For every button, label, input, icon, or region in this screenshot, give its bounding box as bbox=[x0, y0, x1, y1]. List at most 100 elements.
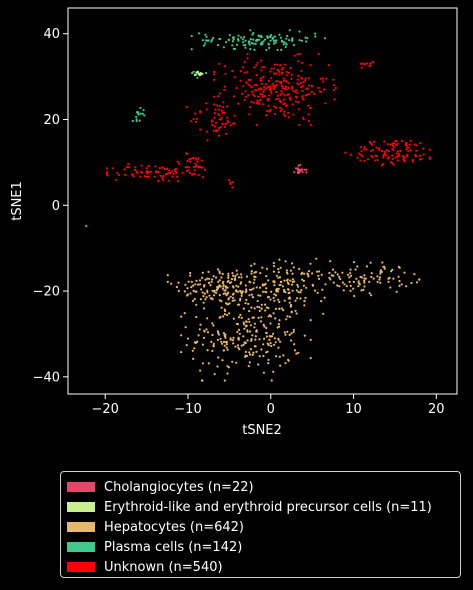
data-point bbox=[232, 38, 235, 41]
data-point bbox=[213, 373, 216, 376]
data-point bbox=[284, 260, 287, 263]
data-point bbox=[291, 278, 295, 281]
data-point bbox=[259, 87, 262, 90]
data-point bbox=[237, 346, 240, 349]
data-point bbox=[135, 119, 138, 123]
data-point bbox=[276, 94, 279, 97]
data-point bbox=[220, 116, 223, 119]
data-point bbox=[215, 130, 218, 133]
data-point bbox=[219, 125, 222, 129]
data-point bbox=[199, 323, 202, 326]
data-point bbox=[237, 39, 240, 42]
data-point bbox=[223, 344, 226, 347]
data-point bbox=[249, 47, 252, 51]
data-point bbox=[132, 175, 135, 178]
data-point bbox=[158, 166, 161, 170]
data-point bbox=[196, 76, 199, 79]
data-point bbox=[199, 165, 202, 168]
data-point bbox=[219, 315, 222, 318]
x-axis-label: tSNE2 bbox=[242, 423, 282, 438]
data-point bbox=[284, 333, 287, 336]
data-point bbox=[239, 70, 243, 73]
data-point bbox=[275, 39, 278, 42]
data-point bbox=[372, 140, 376, 143]
data-point bbox=[267, 279, 270, 282]
data-point bbox=[226, 365, 229, 368]
data-point bbox=[382, 156, 385, 159]
data-point bbox=[409, 149, 412, 152]
data-point bbox=[248, 288, 252, 291]
data-point bbox=[266, 35, 269, 38]
data-point bbox=[308, 84, 311, 87]
data-point bbox=[253, 66, 256, 69]
data-point bbox=[166, 280, 169, 283]
data-point bbox=[371, 61, 375, 64]
data-point bbox=[288, 301, 291, 304]
data-point bbox=[185, 344, 188, 347]
data-point bbox=[193, 341, 196, 344]
data-point bbox=[267, 79, 270, 83]
data-point bbox=[383, 140, 386, 143]
data-point bbox=[172, 172, 175, 175]
data-point bbox=[243, 36, 246, 39]
data-point bbox=[304, 296, 307, 299]
data-point bbox=[213, 294, 216, 297]
data-point bbox=[399, 149, 402, 152]
data-point bbox=[266, 342, 269, 345]
data-point bbox=[410, 281, 413, 285]
legend-swatch bbox=[67, 562, 95, 572]
data-point bbox=[287, 111, 290, 115]
data-point bbox=[206, 317, 209, 320]
data-point bbox=[260, 303, 263, 306]
data-point bbox=[273, 293, 276, 296]
data-point bbox=[261, 266, 264, 269]
data-point bbox=[284, 63, 287, 66]
data-point bbox=[374, 154, 377, 157]
data-point bbox=[235, 284, 238, 287]
data-point bbox=[380, 149, 383, 153]
data-point bbox=[392, 146, 395, 149]
data-point bbox=[270, 290, 273, 293]
data-point bbox=[276, 289, 279, 292]
data-point bbox=[263, 337, 266, 340]
data-point bbox=[360, 289, 363, 292]
data-point bbox=[241, 290, 244, 293]
data-point bbox=[223, 85, 226, 88]
data-point bbox=[289, 279, 292, 282]
data-point bbox=[264, 38, 267, 41]
data-point bbox=[304, 36, 307, 39]
data-point bbox=[131, 173, 134, 176]
data-point bbox=[231, 339, 234, 342]
data-point bbox=[397, 152, 400, 155]
data-point bbox=[237, 285, 240, 288]
data-point bbox=[297, 74, 300, 77]
data-point bbox=[265, 267, 269, 270]
data-point bbox=[185, 169, 188, 172]
data-point bbox=[227, 38, 230, 42]
data-point bbox=[307, 119, 310, 122]
data-point bbox=[267, 307, 270, 310]
data-point bbox=[307, 77, 310, 80]
data-point bbox=[284, 45, 287, 49]
data-point bbox=[259, 92, 262, 95]
data-point bbox=[201, 291, 204, 294]
data-point bbox=[250, 306, 253, 309]
data-point bbox=[391, 142, 394, 145]
data-point bbox=[287, 358, 290, 361]
data-point bbox=[211, 322, 214, 325]
data-point bbox=[297, 351, 300, 354]
data-point bbox=[259, 320, 262, 323]
data-point bbox=[123, 168, 126, 171]
data-point bbox=[249, 324, 252, 327]
data-point bbox=[395, 290, 398, 293]
data-point bbox=[235, 322, 238, 325]
data-point bbox=[221, 111, 224, 114]
data-point bbox=[309, 319, 312, 322]
data-point bbox=[360, 62, 363, 65]
data-point bbox=[363, 146, 366, 149]
data-point bbox=[226, 372, 229, 375]
data-point bbox=[278, 300, 281, 304]
data-point bbox=[321, 77, 325, 80]
data-point bbox=[249, 78, 252, 81]
data-point bbox=[278, 81, 281, 84]
